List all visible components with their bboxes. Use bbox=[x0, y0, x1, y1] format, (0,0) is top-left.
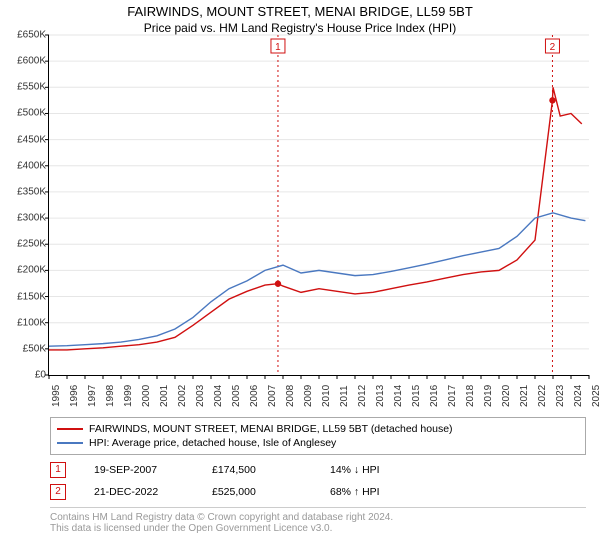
x-tick-label: 1998 bbox=[105, 385, 116, 407]
legend-swatch bbox=[57, 428, 83, 430]
x-tick-label: 2000 bbox=[141, 385, 152, 407]
y-tick-label: £350K bbox=[17, 186, 46, 197]
legend-row: FAIRWINDS, MOUNT STREET, MENAI BRIDGE, L… bbox=[57, 422, 579, 436]
x-tick-label: 2014 bbox=[393, 385, 404, 407]
x-tick-label: 2008 bbox=[285, 385, 296, 407]
y-axis: £0£50K£100K£150K£200K£250K£300K£350K£400… bbox=[0, 35, 48, 375]
y-tick-label: £250K bbox=[17, 239, 46, 250]
legend-row: HPI: Average price, detached house, Isle… bbox=[57, 436, 579, 450]
y-tick-label: £50K bbox=[23, 343, 46, 354]
marker-date: 21-DEC-2022 bbox=[94, 486, 184, 498]
x-tick-label: 2017 bbox=[447, 385, 458, 407]
marker-row: 2 21-DEC-2022 £525,000 68% ↑ HPI bbox=[50, 481, 586, 503]
legend-label: FAIRWINDS, MOUNT STREET, MENAI BRIDGE, L… bbox=[89, 423, 453, 435]
footer-line-2: This data is licensed under the Open Gov… bbox=[50, 523, 586, 534]
plot-svg: 12 bbox=[49, 35, 589, 375]
chart-title: FAIRWINDS, MOUNT STREET, MENAI BRIDGE, L… bbox=[0, 4, 600, 19]
y-tick-label: £200K bbox=[17, 265, 46, 276]
x-tick-label: 2012 bbox=[357, 385, 368, 407]
x-tick-label: 2005 bbox=[231, 385, 242, 407]
x-tick-label: 2020 bbox=[501, 385, 512, 407]
x-tick-label: 2024 bbox=[573, 385, 584, 407]
x-tick-label: 2021 bbox=[519, 385, 530, 407]
y-tick-label: £300K bbox=[17, 213, 46, 224]
x-tick-label: 2023 bbox=[555, 385, 566, 407]
legend-label: HPI: Average price, detached house, Isle… bbox=[89, 437, 336, 449]
x-tick-label: 2006 bbox=[249, 385, 260, 407]
x-axis: 1995 1996 1997 1998 1999 2000 2001 2002 2003 2004… bbox=[48, 377, 588, 415]
x-tick-label: 1995 bbox=[51, 385, 62, 407]
marker-price: £525,000 bbox=[212, 486, 302, 498]
footer: Contains HM Land Registry data © Crown c… bbox=[50, 507, 586, 534]
y-tick-label: £100K bbox=[17, 317, 46, 328]
x-tick-label: 1997 bbox=[87, 385, 98, 407]
x-tick-label: 2003 bbox=[195, 385, 206, 407]
y-tick-label: £650K bbox=[17, 30, 46, 41]
y-tick-label: £400K bbox=[17, 160, 46, 171]
marker-delta: 68% ↑ HPI bbox=[330, 486, 420, 498]
x-tick-label: 2015 bbox=[411, 385, 422, 407]
x-tick-label: 2007 bbox=[267, 385, 278, 407]
x-tick-label: 2018 bbox=[465, 385, 476, 407]
marker-badge: 2 bbox=[50, 484, 66, 500]
x-tick-label: 2004 bbox=[213, 385, 224, 407]
legend: FAIRWINDS, MOUNT STREET, MENAI BRIDGE, L… bbox=[50, 417, 586, 455]
y-tick-label: £500K bbox=[17, 108, 46, 119]
x-tick-label: 2011 bbox=[339, 385, 350, 407]
x-tick-label: 2009 bbox=[303, 385, 314, 407]
x-tick-label: 2022 bbox=[537, 385, 548, 407]
sale-markers-table: 1 19-SEP-2007 £174,500 14% ↓ HPI 2 21-DEC-202… bbox=[50, 459, 586, 503]
y-tick-label: £150K bbox=[17, 291, 46, 302]
marker-price: £174,500 bbox=[212, 464, 302, 476]
x-tick-label: 1999 bbox=[123, 385, 134, 407]
marker-delta: 14% ↓ HPI bbox=[330, 464, 420, 476]
x-tick-label: 2019 bbox=[483, 385, 494, 407]
svg-text:1: 1 bbox=[275, 42, 281, 53]
x-tick-label: 2002 bbox=[177, 385, 188, 407]
svg-text:2: 2 bbox=[550, 42, 556, 53]
x-tick-label: 2001 bbox=[159, 385, 170, 407]
chart-area: £0 £50K £100K £150K £200K £250K £300K £350K £400… bbox=[0, 35, 600, 415]
footer-line-1: Contains HM Land Registry data © Crown c… bbox=[50, 512, 586, 523]
x-tick-label: 2016 bbox=[429, 385, 440, 407]
x-tick-label: 2013 bbox=[375, 385, 386, 407]
y-tick-label: £450K bbox=[17, 134, 46, 145]
y-tick-label: £550K bbox=[17, 82, 46, 93]
y-tick-label: £600K bbox=[17, 56, 46, 67]
marker-badge: 1 bbox=[50, 462, 66, 478]
x-tick-label: 2025 bbox=[591, 385, 600, 407]
x-tick-label: 2010 bbox=[321, 385, 332, 407]
y-tick-label: £0 bbox=[35, 370, 46, 381]
x-tick-label: 1996 bbox=[69, 385, 80, 407]
chart-subtitle: Price paid vs. HM Land Registry's House … bbox=[0, 21, 600, 35]
marker-date: 19-SEP-2007 bbox=[94, 464, 184, 476]
title-block: FAIRWINDS, MOUNT STREET, MENAI BRIDGE, L… bbox=[0, 0, 600, 35]
plot-region: 12 bbox=[48, 35, 589, 376]
legend-swatch bbox=[57, 442, 83, 444]
marker-row: 1 19-SEP-2007 £174,500 14% ↓ HPI bbox=[50, 459, 586, 481]
